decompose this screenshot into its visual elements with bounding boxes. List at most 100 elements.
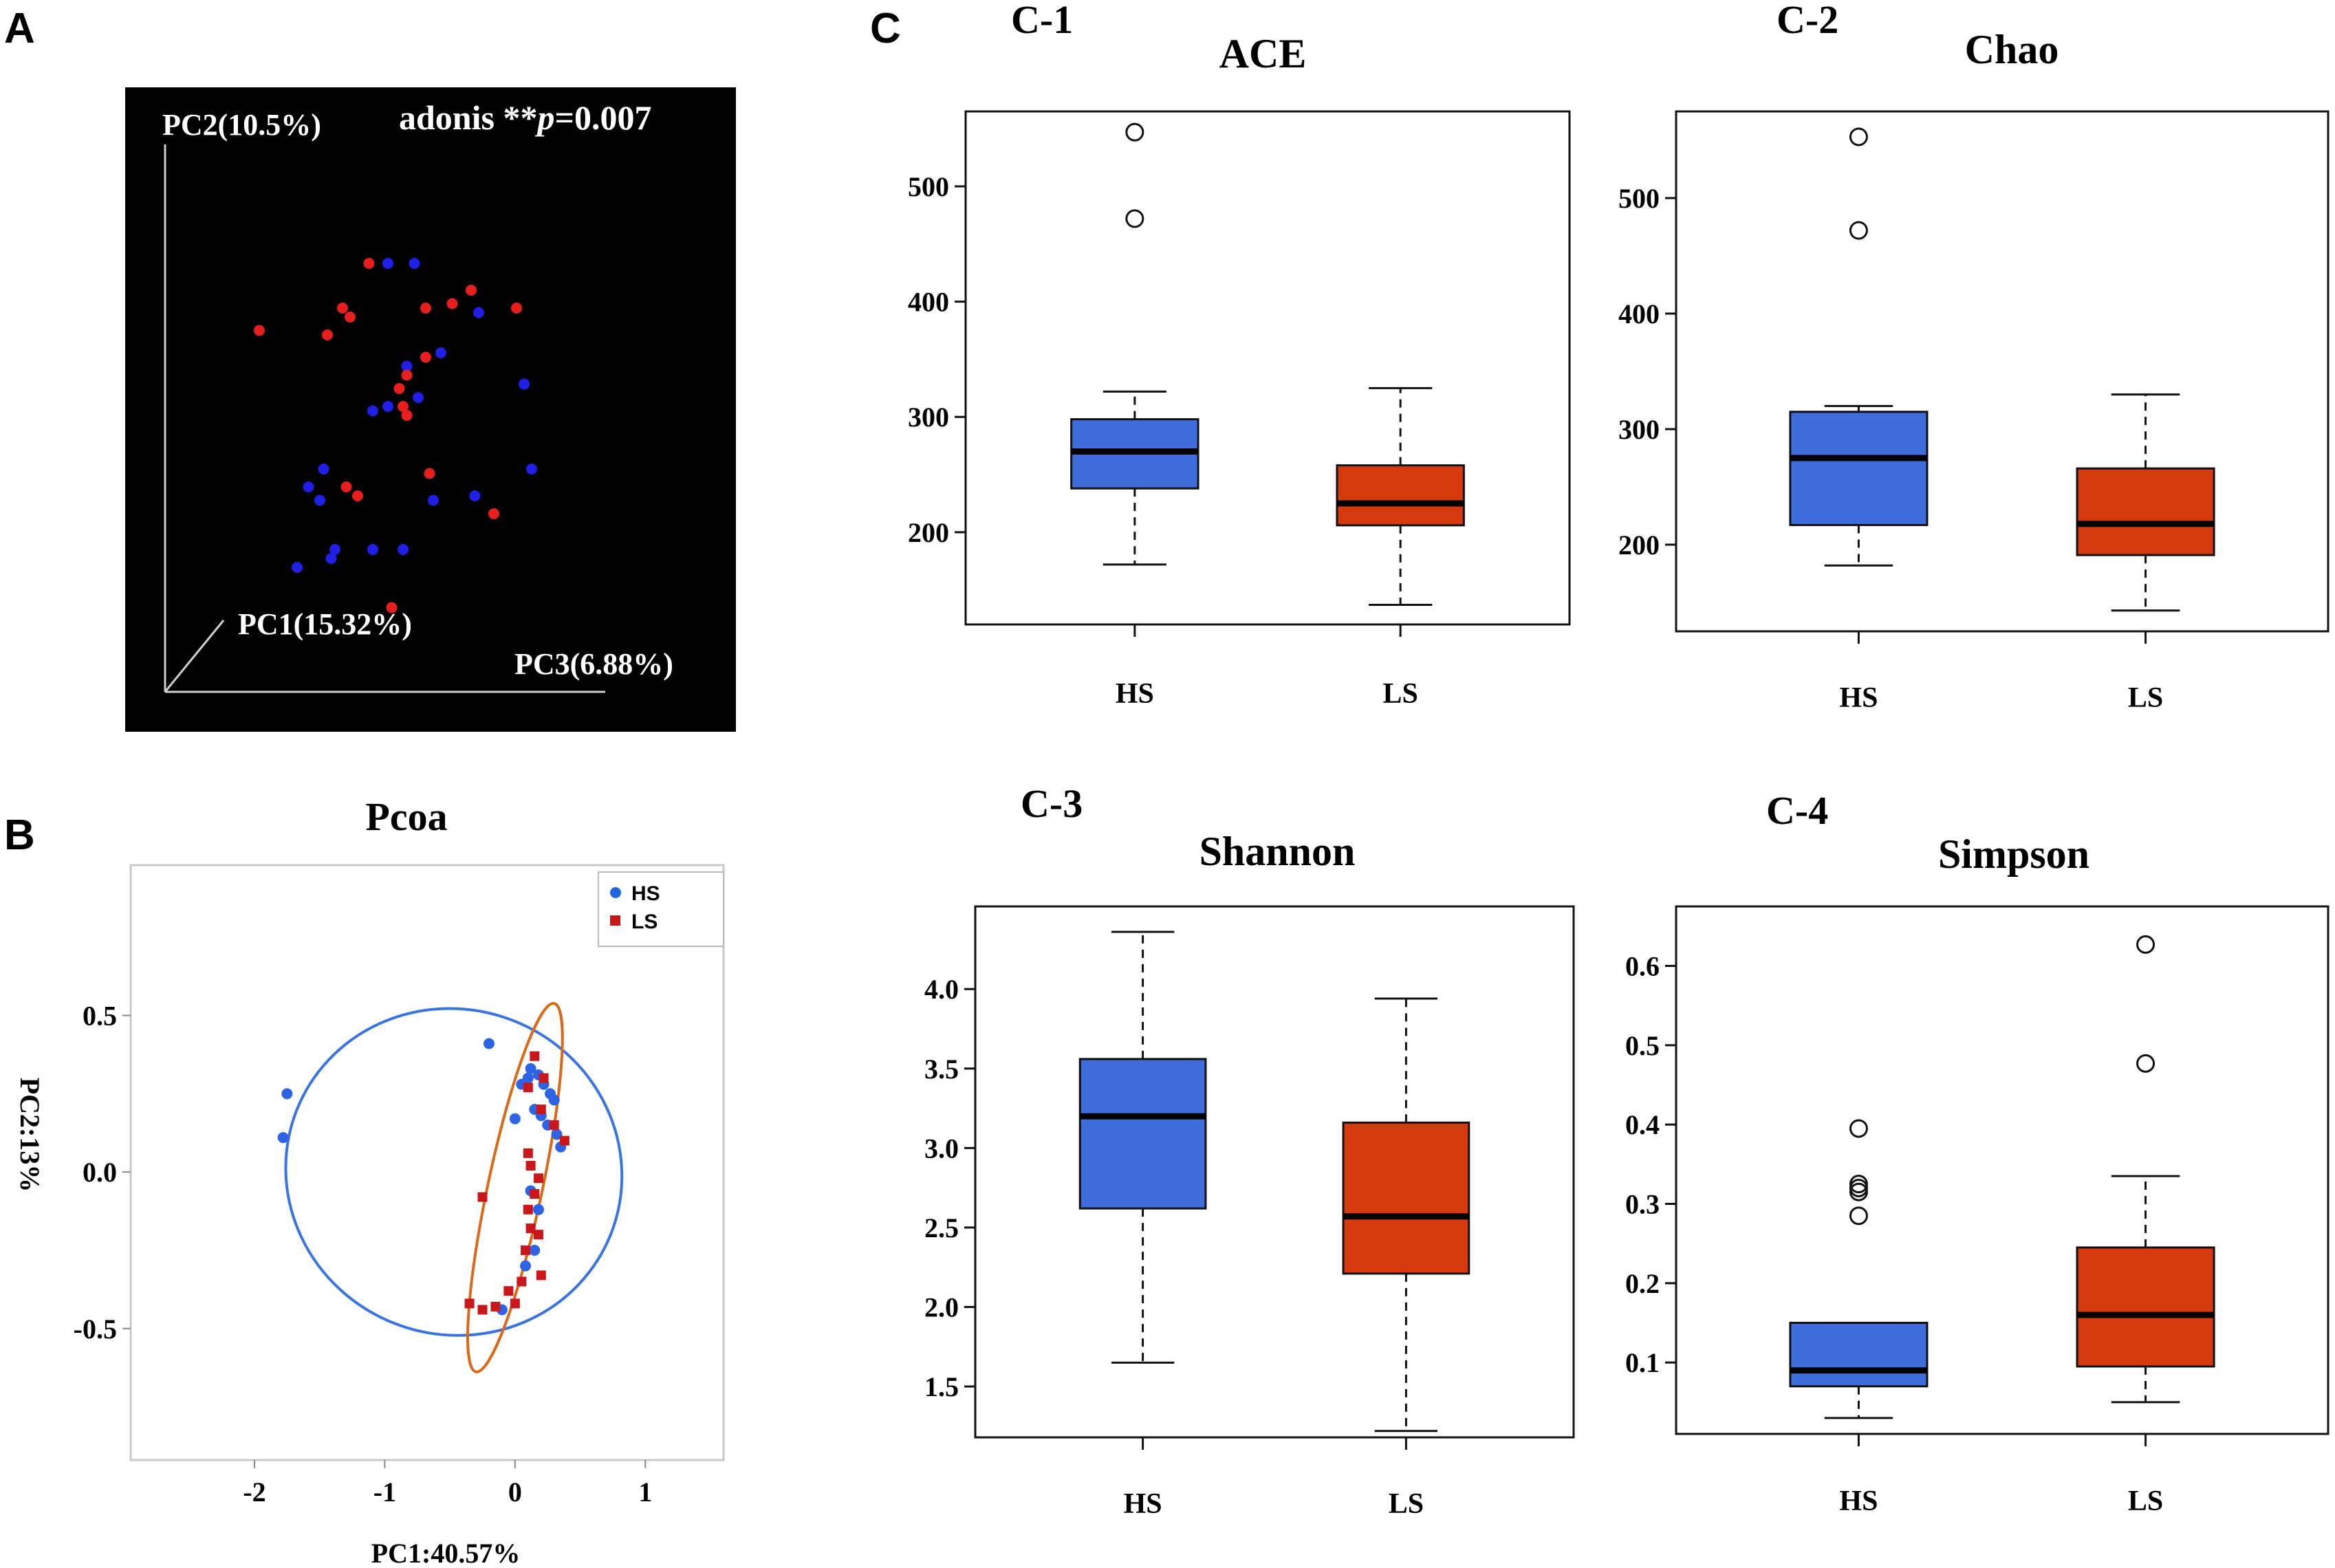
panel-b-ylabel: PC2:13% bbox=[14, 1078, 45, 1193]
panel-a-point-ls bbox=[511, 303, 522, 314]
xtick-label-ls: LS bbox=[1382, 678, 1418, 710]
panel-b-point-hs bbox=[529, 1244, 541, 1256]
panel-a-point-ls bbox=[401, 410, 413, 421]
panel-b-point-hs bbox=[483, 1038, 495, 1049]
panel-a-point-hs bbox=[367, 544, 378, 555]
outlier-point bbox=[1849, 221, 1868, 240]
panel-b-title: Pcoa bbox=[365, 794, 447, 839]
panel-c-3-title: Shannon bbox=[1199, 829, 1356, 874]
panel-a-point-hs bbox=[382, 258, 393, 269]
panel-b-point-ls bbox=[536, 1104, 546, 1115]
panel-a-point-ls bbox=[393, 383, 405, 394]
ytick-label: 0.5 bbox=[1625, 1030, 1660, 1061]
xtick-label-hs: HS bbox=[1116, 678, 1154, 710]
xtick-label-ls: LS bbox=[1389, 1488, 1424, 1520]
plot-frame bbox=[964, 110, 1571, 626]
panel-c2-chao: C-2 Chao 200 300 400 500 HS LS bbox=[1618, 0, 2329, 714]
box-ls bbox=[2076, 1246, 2215, 1368]
panel-c1-ace: C-1 ACE 200 300 400 500 HS LS bbox=[908, 0, 1571, 710]
ytick-label: 3.5 bbox=[924, 1054, 959, 1085]
outlier-point bbox=[1849, 1206, 1868, 1226]
panel-a-point-ls bbox=[322, 329, 333, 340]
panel-b-point-hs bbox=[532, 1204, 544, 1215]
panel-c-2-title: Chao bbox=[1965, 27, 2059, 72]
adonis-p-symbol: p bbox=[534, 98, 554, 137]
panel-b-point-ls bbox=[503, 1286, 514, 1296]
panel-a-point-ls bbox=[398, 401, 409, 412]
panel-b-point-ls bbox=[523, 1148, 533, 1158]
panel-a-point-hs bbox=[292, 562, 303, 573]
panel-b-point-ls bbox=[525, 1223, 536, 1234]
panel-a-point-hs bbox=[325, 553, 337, 564]
panel-label-a: A bbox=[4, 5, 35, 52]
panel-a-points bbox=[254, 258, 537, 613]
legend-hs-marker bbox=[610, 887, 621, 898]
panel-a-point-hs bbox=[318, 464, 329, 475]
panel-b-point-ls bbox=[525, 1161, 536, 1171]
ytick-label: 0.2 bbox=[1625, 1268, 1660, 1299]
panel-b-xtick-label: -1 bbox=[373, 1477, 396, 1507]
panel-b-ellipse-ls bbox=[466, 1001, 564, 1373]
outlier-point bbox=[1849, 127, 1868, 146]
panel-a-axis-pc1 bbox=[164, 620, 225, 693]
legend-ls-label: LS bbox=[631, 911, 658, 933]
ytick-label: 400 bbox=[908, 287, 949, 318]
xtick-label-hs: HS bbox=[1124, 1488, 1162, 1520]
panel-c3-shannon: C-3 Shannon 1.5 2.0 2.5 3.0 3.5 4.0 HS LS bbox=[924, 781, 1575, 1520]
panel-a-point-ls bbox=[420, 351, 431, 363]
panel-c-1-title: ACE bbox=[1219, 31, 1307, 76]
ytick-label: 200 bbox=[908, 517, 949, 548]
panel-c-4-title: Simpson bbox=[1938, 831, 2089, 877]
panel-a-point-hs bbox=[401, 360, 413, 372]
outlier-point bbox=[2136, 1054, 2155, 1073]
panel-a-point-hs bbox=[409, 258, 420, 269]
panel-c4-simpson: C-4 Simpson 0.1 0.2 0.3 0.4 0.5 0.6 HS LS bbox=[1625, 788, 2329, 1517]
panel-b-point-ls bbox=[523, 1204, 533, 1215]
panel-b-point-ls bbox=[530, 1051, 540, 1061]
panel-a-point-hs bbox=[473, 307, 484, 318]
panel-a-point-ls bbox=[345, 312, 356, 323]
panel-b-point-ls bbox=[477, 1305, 488, 1315]
panel-b-point-ls bbox=[517, 1276, 527, 1287]
panel-b-point-ls bbox=[559, 1135, 569, 1146]
ytick-label: 300 bbox=[908, 402, 949, 433]
panel-b-point-hs bbox=[509, 1113, 521, 1124]
panel-b-point-hs bbox=[551, 1129, 563, 1140]
ytick-label: 0.1 bbox=[1625, 1347, 1660, 1378]
panel-a-point-ls bbox=[337, 303, 348, 314]
outlier-point bbox=[1125, 122, 1144, 142]
panel-a-point-hs bbox=[329, 544, 340, 555]
xtick-label-ls: LS bbox=[2128, 682, 2163, 714]
panel-a-point-ls bbox=[424, 468, 435, 479]
panel-a-point-ls bbox=[254, 325, 265, 336]
outlier-point bbox=[2136, 935, 2155, 954]
panel-a-point-ls bbox=[363, 258, 375, 269]
ytick-label: 400 bbox=[1618, 298, 1660, 329]
panel-b-point-hs bbox=[548, 1094, 560, 1106]
panel-a-3d-pcoa: PC2(10.5%) PC1(15.32%) PC3(6.88%) adonis… bbox=[125, 87, 736, 732]
panel-a-point-hs bbox=[519, 378, 530, 390]
panel-a-point-ls bbox=[466, 285, 477, 296]
panel-c-3-label: C-3 bbox=[1021, 781, 1083, 826]
ytick-label: 500 bbox=[1618, 183, 1660, 214]
panel-a-point-hs bbox=[469, 490, 481, 501]
panel-label-b: B bbox=[4, 812, 35, 859]
panel-b-point-ls bbox=[533, 1230, 543, 1240]
panel-c-2-label: C-2 bbox=[1777, 0, 1838, 42]
panel-a-point-hs bbox=[435, 347, 446, 358]
panel-b-xtick-label: 1 bbox=[638, 1477, 652, 1507]
panel-b-point-ls bbox=[536, 1270, 546, 1281]
panel-b-point-ls bbox=[533, 1173, 543, 1184]
box-hs bbox=[1078, 1058, 1207, 1210]
panel-b-point-ls bbox=[523, 1082, 533, 1093]
panel-b-ellipses bbox=[284, 1001, 624, 1373]
panel-a-point-hs bbox=[413, 392, 424, 403]
panel-a-point-ls bbox=[488, 508, 499, 519]
panel-label-c: C bbox=[870, 5, 901, 52]
panel-b-point-ls bbox=[530, 1189, 540, 1199]
plot-frame bbox=[1675, 905, 2329, 1435]
panel-b-xtick-label: -2 bbox=[243, 1477, 265, 1507]
panel-b-point-hs bbox=[277, 1132, 289, 1144]
panel-b-point-hs bbox=[281, 1088, 293, 1100]
panel-b-point-ls bbox=[549, 1120, 559, 1130]
